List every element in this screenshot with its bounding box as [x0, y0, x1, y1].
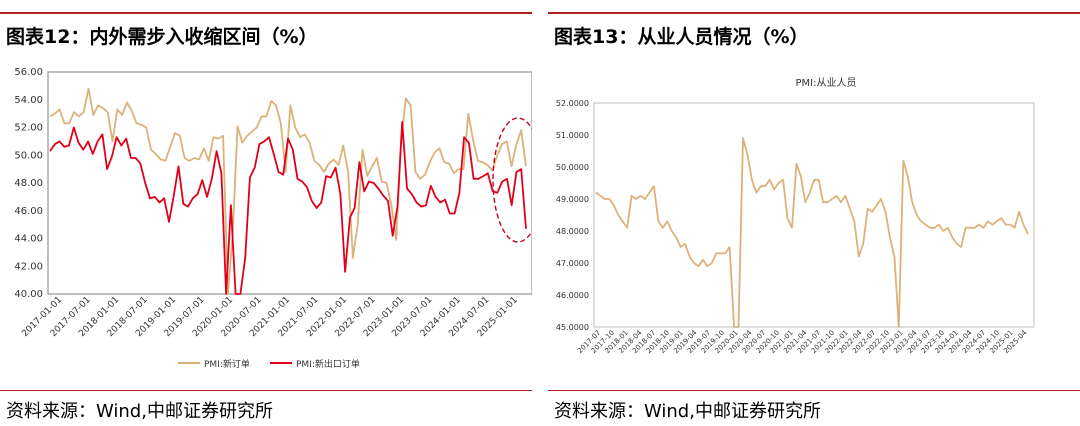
right-y-tick-label: 46.0000 [556, 291, 589, 300]
right-bottom-rule [548, 390, 1080, 391]
left-line-chart: 56.00 54.00 52.00 50.00 48.00 46.00 44.00 42.00… [14, 67, 532, 370]
left-top-rule [0, 12, 532, 14]
right-y-tick-label: 50.0000 [556, 163, 589, 172]
left-y-tick-label: 54.00 [14, 95, 43, 106]
left-plot-frame [47, 71, 532, 295]
left-bottom-rule [0, 390, 532, 391]
right-line-chart: PMI:从业人员 52.0000 51.0000 50.0000 49.0000 48.… [556, 77, 1035, 355]
left-y-tick-label: 56.00 [14, 67, 43, 78]
left-y-tick-label: 52.00 [14, 123, 43, 134]
legend-label-0: PMI:新订单 [204, 358, 250, 370]
left-series-line-0 [49, 87, 527, 295]
left-y-tick-label: 48.00 [14, 178, 43, 189]
left-y-tick-label: 44.00 [14, 234, 43, 245]
right-y-tick-label: 45.0000 [556, 323, 589, 332]
right-source-note: 资料来源：Wind,中邮证券研究所 [554, 401, 821, 422]
right-y-tick-label: 48.0000 [556, 227, 589, 236]
right-y-tick-label: 52.0000 [556, 99, 589, 108]
left-source-note: 资料来源：Wind,中邮证券研究所 [6, 401, 273, 422]
right-y-tick-label: 47.0000 [556, 259, 589, 268]
right-plot-frame [593, 102, 1035, 328]
left-chart-heading: 图表12：内外需步入收缩区间（%） [6, 26, 318, 48]
right-series-line-0 [595, 137, 1029, 328]
right-chart-heading: 图表13：从业人员情况（%） [554, 26, 809, 48]
left-y-tick-label: 42.00 [14, 261, 43, 272]
right-top-rule [548, 12, 1080, 14]
right-y-tick-label: 51.0000 [556, 131, 589, 140]
legend-label-1: PMI:新出口订单 [296, 358, 360, 370]
left-series-line-1 [49, 121, 527, 295]
right-y-tick-label: 49.0000 [556, 195, 589, 204]
left-y-tick-label: 50.00 [14, 150, 43, 161]
right-chart-title: PMI:从业人员 [796, 77, 857, 89]
left-y-tick-label: 46.00 [14, 206, 43, 217]
left-y-tick-label: 40.00 [14, 289, 43, 300]
